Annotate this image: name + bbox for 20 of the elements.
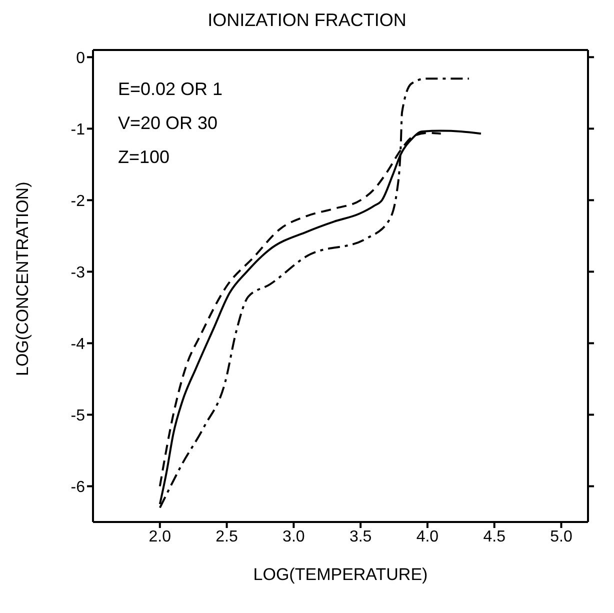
x-tick-label: 4.0 <box>416 528 439 546</box>
y-tick-label: -2 <box>70 192 86 210</box>
x-tick-label: 5.0 <box>550 528 572 546</box>
y-tick-label: 0 <box>76 50 86 67</box>
chart-title: IONIZATION FRACTION <box>206 9 408 32</box>
x-tick-label: 4.5 <box>483 528 506 546</box>
y-tick-label: -1 <box>70 121 86 138</box>
y-tick-label: -5 <box>70 407 86 424</box>
x-tick-label: 2.5 <box>216 528 238 546</box>
y-tick-label: -3 <box>70 264 86 282</box>
x-tick-label: 2.0 <box>148 528 172 546</box>
y-tick-label: -6 <box>70 478 86 496</box>
x-axis-title: LOG(TEMPERATURE) <box>253 565 428 584</box>
x-tick-label: 3.5 <box>349 528 372 546</box>
annotation: E=0.02 OR 1 <box>118 78 223 101</box>
y-tick-label: -4 <box>70 336 86 353</box>
x-tick-label: 3.0 <box>282 528 305 546</box>
y-axis-title: LOG(CONCENTRATION) <box>13 182 32 376</box>
annotation: V=20 OR 30 <box>118 112 219 135</box>
annotation: Z=100 <box>118 146 171 169</box>
